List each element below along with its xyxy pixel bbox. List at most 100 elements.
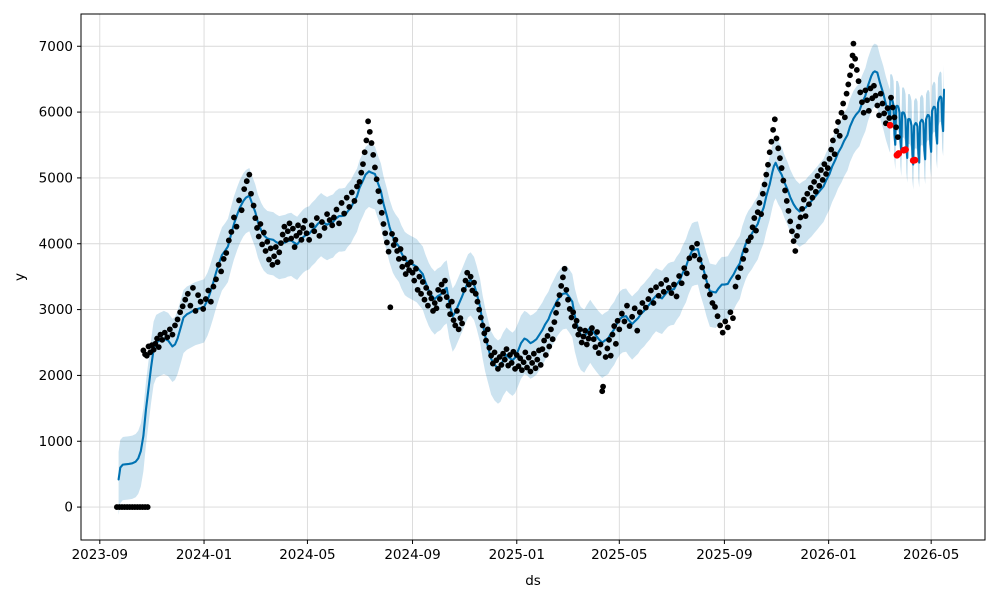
actual-point — [737, 265, 744, 272]
actual-point — [836, 132, 843, 139]
actual-point — [607, 352, 614, 359]
actual-point — [751, 215, 758, 221]
actual-point — [771, 116, 778, 123]
y-tick-label: 3000 — [39, 302, 73, 318]
actual-point — [730, 315, 736, 322]
actual-point — [889, 104, 896, 111]
actual-point — [215, 261, 222, 268]
actual-point — [830, 137, 836, 144]
actual-point — [271, 253, 277, 260]
actual-point — [683, 270, 690, 277]
actual-point — [838, 109, 845, 116]
actual-point — [629, 313, 636, 320]
actual-point — [177, 309, 184, 316]
x-tick-label: 2024-05 — [279, 547, 335, 563]
actual-point — [639, 300, 646, 306]
grid — [81, 14, 985, 540]
actual-point — [476, 306, 483, 313]
actual-point — [438, 281, 445, 288]
actual-point — [414, 286, 421, 293]
actual-point — [150, 346, 157, 353]
actual-point — [816, 182, 823, 189]
actual-point — [658, 281, 665, 287]
actual-point — [865, 107, 872, 114]
actual-point — [778, 165, 785, 171]
actual-point — [795, 223, 802, 230]
actual-point — [634, 327, 641, 334]
actual-point — [872, 92, 879, 99]
actual-point — [472, 290, 479, 297]
actual-point — [164, 334, 171, 341]
actual-point — [824, 165, 831, 171]
actual-point — [753, 227, 759, 234]
actual-point — [254, 225, 260, 231]
actual-point — [595, 350, 602, 356]
actual-point — [714, 313, 721, 320]
actual-point — [154, 335, 160, 342]
actual-point — [785, 207, 792, 214]
actual-point — [717, 322, 724, 329]
actual-point — [655, 292, 662, 299]
actual-point — [498, 361, 505, 368]
actual-point — [775, 145, 782, 152]
actual-point — [144, 504, 151, 510]
x-tick-label: 2026-01 — [800, 547, 856, 563]
actual-point — [382, 230, 389, 237]
actual-point — [761, 181, 768, 188]
actual-point — [600, 383, 606, 390]
actual-point — [479, 322, 486, 329]
actual-point — [416, 273, 423, 280]
actual-point — [597, 341, 604, 348]
actual-point — [481, 330, 488, 337]
actual-point — [831, 151, 838, 158]
actual-point — [326, 217, 333, 223]
actual-point — [329, 222, 336, 229]
actual-point — [358, 169, 365, 176]
actual-point — [409, 269, 416, 276]
actual-point — [166, 326, 173, 333]
actual-point — [413, 265, 419, 272]
actual-point — [701, 273, 708, 280]
actual-point — [508, 360, 515, 366]
actual-point — [689, 244, 695, 251]
y-tick-label: 1000 — [39, 434, 73, 450]
actual-point — [606, 336, 612, 343]
actual-point — [462, 277, 469, 284]
actual-point — [724, 324, 731, 331]
actual-point — [568, 314, 575, 321]
actual-point — [202, 296, 209, 302]
actual-point — [518, 367, 525, 374]
actual-point — [806, 201, 812, 208]
actual-point — [266, 256, 272, 263]
actual-point — [319, 219, 325, 225]
actual-point — [571, 323, 578, 329]
actual-point — [663, 277, 670, 283]
actual-point — [877, 90, 884, 97]
actual-point — [621, 318, 628, 325]
actual-point — [375, 188, 382, 194]
actual-point — [833, 128, 840, 135]
actual-point — [706, 291, 713, 298]
actual-point — [819, 177, 826, 183]
actual-point — [295, 222, 301, 229]
actual-point — [495, 365, 501, 372]
actual-point — [546, 343, 553, 350]
actual-point — [306, 236, 313, 243]
actual-point — [765, 161, 771, 168]
actual-point — [283, 236, 289, 243]
actual-point — [395, 256, 402, 262]
actual-point — [210, 283, 217, 290]
actual-point — [542, 352, 549, 358]
actual-point — [570, 309, 577, 316]
actual-point — [614, 317, 621, 324]
actual-point — [539, 346, 546, 352]
actual-point — [694, 240, 700, 247]
actual-point — [466, 281, 472, 288]
actual-point — [213, 276, 219, 283]
actual-point — [387, 304, 394, 311]
actual-point — [351, 198, 358, 204]
actual-point — [402, 271, 409, 277]
actual-point — [228, 229, 235, 235]
actual-point — [363, 137, 370, 144]
x-tick-label: 2025-09 — [696, 547, 752, 563]
